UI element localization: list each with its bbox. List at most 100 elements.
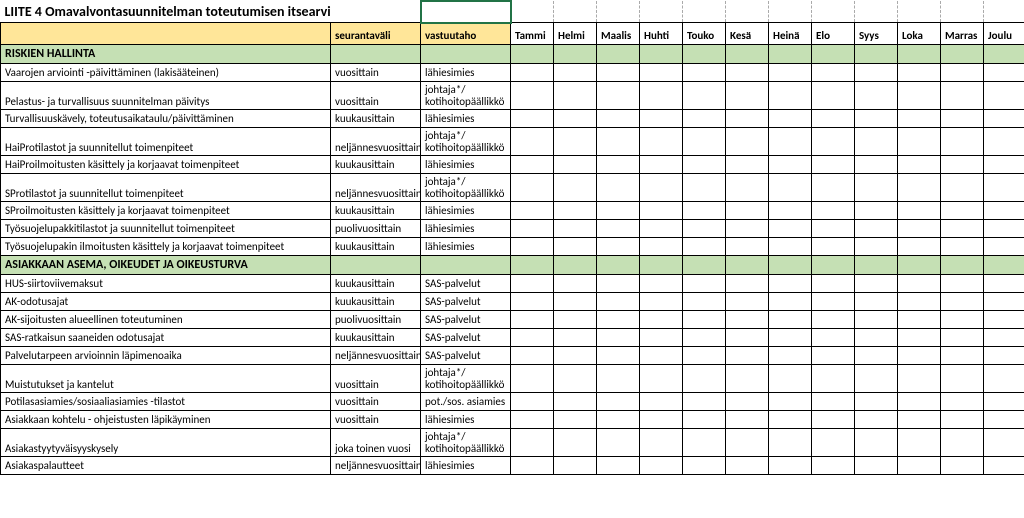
month-cell[interactable]	[855, 64, 898, 82]
section-month[interactable]	[683, 45, 726, 64]
month-cell[interactable]	[855, 293, 898, 311]
month-cell[interactable]	[898, 347, 941, 365]
cell-blank[interactable]	[941, 1, 984, 23]
month-cell[interactable]	[898, 202, 941, 220]
month-cell[interactable]	[511, 293, 554, 311]
month-cell[interactable]	[726, 365, 769, 393]
month-cell[interactable]	[769, 110, 812, 128]
month-cell[interactable]	[941, 110, 984, 128]
month-cell[interactable]	[769, 293, 812, 311]
month-cell[interactable]	[511, 82, 554, 110]
month-cell[interactable]	[855, 82, 898, 110]
month-cell[interactable]	[769, 220, 812, 238]
month-cell[interactable]	[984, 393, 1024, 411]
month-cell[interactable]	[812, 365, 855, 393]
month-cell[interactable]	[898, 174, 941, 202]
month-cell[interactable]	[855, 393, 898, 411]
month-cell[interactable]	[597, 128, 640, 156]
section-month[interactable]	[683, 256, 726, 275]
month-cell[interactable]	[640, 411, 683, 429]
month-cell[interactable]	[554, 311, 597, 329]
month-cell[interactable]	[941, 411, 984, 429]
cell-blank[interactable]	[812, 1, 855, 23]
month-cell[interactable]	[511, 174, 554, 202]
month-cell[interactable]	[726, 110, 769, 128]
month-cell[interactable]	[554, 128, 597, 156]
month-cell[interactable]	[683, 293, 726, 311]
month-cell[interactable]	[855, 329, 898, 347]
month-cell[interactable]	[640, 128, 683, 156]
month-cell[interactable]	[855, 411, 898, 429]
month-cell[interactable]	[941, 457, 984, 475]
month-cell[interactable]	[855, 365, 898, 393]
month-cell[interactable]	[554, 411, 597, 429]
month-cell[interactable]	[726, 202, 769, 220]
month-cell[interactable]	[554, 393, 597, 411]
month-cell[interactable]	[984, 329, 1024, 347]
section-month[interactable]	[511, 256, 554, 275]
month-cell[interactable]	[726, 457, 769, 475]
month-cell[interactable]	[898, 238, 941, 256]
month-cell[interactable]	[941, 202, 984, 220]
month-cell[interactable]	[984, 110, 1024, 128]
month-cell[interactable]	[941, 64, 984, 82]
month-cell[interactable]	[511, 110, 554, 128]
month-cell[interactable]	[855, 174, 898, 202]
month-cell[interactable]	[769, 311, 812, 329]
month-cell[interactable]	[941, 393, 984, 411]
month-cell[interactable]	[640, 329, 683, 347]
month-cell[interactable]	[683, 64, 726, 82]
month-cell[interactable]	[769, 64, 812, 82]
month-cell[interactable]	[726, 411, 769, 429]
month-cell[interactable]	[597, 393, 640, 411]
active-cell[interactable]	[421, 1, 511, 23]
month-cell[interactable]	[984, 128, 1024, 156]
month-cell[interactable]	[554, 220, 597, 238]
month-cell[interactable]	[640, 64, 683, 82]
month-cell[interactable]	[941, 128, 984, 156]
month-cell[interactable]	[812, 275, 855, 293]
month-cell[interactable]	[726, 329, 769, 347]
month-cell[interactable]	[984, 275, 1024, 293]
month-cell[interactable]	[855, 347, 898, 365]
month-cell[interactable]	[683, 365, 726, 393]
month-cell[interactable]	[769, 365, 812, 393]
month-cell[interactable]	[640, 275, 683, 293]
month-cell[interactable]	[984, 202, 1024, 220]
month-cell[interactable]	[984, 82, 1024, 110]
month-cell[interactable]	[683, 311, 726, 329]
month-cell[interactable]	[898, 429, 941, 457]
cell-blank[interactable]	[331, 1, 421, 23]
section-month[interactable]	[941, 45, 984, 64]
month-cell[interactable]	[812, 220, 855, 238]
month-cell[interactable]	[511, 220, 554, 238]
month-cell[interactable]	[597, 156, 640, 174]
month-cell[interactable]	[640, 174, 683, 202]
month-cell[interactable]	[597, 365, 640, 393]
month-cell[interactable]	[726, 293, 769, 311]
month-cell[interactable]	[554, 82, 597, 110]
cell-blank[interactable]	[855, 1, 898, 23]
month-cell[interactable]	[726, 311, 769, 329]
month-cell[interactable]	[640, 393, 683, 411]
month-cell[interactable]	[812, 329, 855, 347]
month-cell[interactable]	[726, 393, 769, 411]
month-cell[interactable]	[511, 393, 554, 411]
month-cell[interactable]	[554, 64, 597, 82]
section-month[interactable]	[640, 45, 683, 64]
section-month[interactable]	[769, 256, 812, 275]
month-cell[interactable]	[683, 329, 726, 347]
month-cell[interactable]	[855, 311, 898, 329]
month-cell[interactable]	[511, 347, 554, 365]
month-cell[interactable]	[769, 411, 812, 429]
month-cell[interactable]	[941, 429, 984, 457]
cell-blank[interactable]	[554, 1, 597, 23]
month-cell[interactable]	[554, 457, 597, 475]
month-cell[interactable]	[597, 311, 640, 329]
month-cell[interactable]	[812, 429, 855, 457]
month-cell[interactable]	[812, 128, 855, 156]
section-month[interactable]	[812, 45, 855, 64]
month-cell[interactable]	[898, 82, 941, 110]
month-cell[interactable]	[769, 128, 812, 156]
section-month[interactable]	[855, 256, 898, 275]
